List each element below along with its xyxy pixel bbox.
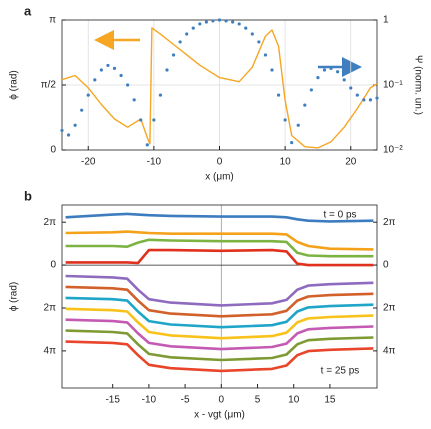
data-line: [65, 230, 374, 251]
data-line: [65, 248, 374, 267]
x-tick-label: 0: [219, 395, 225, 406]
data-point: [158, 93, 163, 97]
data-line: [61, 27, 378, 149]
y-tick-label: π: [49, 15, 56, 26]
x-tick-label: 5: [255, 395, 261, 406]
x-tick-label: -5: [181, 395, 190, 406]
data-point: [224, 19, 228, 23]
data-point: [139, 118, 143, 122]
data-line: [65, 307, 374, 340]
data-point: [336, 70, 340, 74]
y-tick-label: 2π: [44, 217, 57, 228]
plot-frame: [61, 204, 378, 389]
data-point: [73, 123, 77, 127]
data-point: [165, 68, 169, 72]
y2-axis-label: Ψ (norm. un.): [412, 55, 423, 115]
y2-tick-label: 0: [383, 260, 389, 271]
annotation: t = 0 ps: [323, 210, 356, 221]
data-point: [237, 22, 241, 26]
data-point: [270, 68, 274, 72]
x-tick-label: -20: [81, 157, 96, 168]
data-point: [355, 93, 359, 97]
data-line: [65, 340, 374, 373]
x-tick-label: 15: [324, 395, 336, 406]
data-point: [106, 63, 110, 68]
data-point: [86, 93, 90, 97]
data-point: [296, 123, 300, 127]
data-point: [171, 53, 176, 57]
data-line: [65, 212, 374, 223]
data-point: [283, 118, 287, 122]
x-tick-label: 10: [280, 157, 292, 168]
panel-label: a: [24, 3, 32, 18]
data-point: [112, 66, 117, 71]
data-point: [60, 128, 64, 133]
data-point: [119, 73, 123, 78]
data-point: [80, 108, 84, 112]
data-point: [362, 98, 366, 102]
data-point: [231, 20, 235, 24]
y2-tick-label: 2π: [383, 217, 396, 228]
data-point: [211, 19, 215, 23]
data-point: [217, 18, 222, 22]
data-line: [65, 296, 374, 329]
panel-label: b: [24, 188, 32, 203]
data-point: [375, 96, 379, 100]
data-line: [65, 318, 374, 351]
data-point: [99, 68, 103, 72]
data-point: [66, 133, 71, 137]
data-point: [329, 66, 333, 71]
data-point: [126, 83, 130, 87]
x-tick-label: 20: [345, 157, 357, 168]
data-point: [257, 40, 261, 44]
x-tick-label: -10: [142, 395, 157, 406]
data-point: [152, 118, 156, 122]
x-axis-label: x - vgt (μm): [194, 410, 245, 421]
data-point: [145, 143, 149, 147]
data-point: [132, 98, 136, 102]
x-tick-label: -10: [147, 157, 162, 168]
data-point: [290, 140, 294, 145]
y-tick-label: 0: [50, 145, 56, 156]
data-point: [191, 26, 195, 30]
data-line: [65, 274, 374, 307]
data-point: [303, 103, 307, 107]
data-point: [204, 20, 208, 24]
y2-tick-label: 4π: [383, 346, 396, 357]
data-point: [276, 93, 281, 97]
data-point: [368, 98, 373, 102]
y2-tick-label: 2π: [383, 303, 396, 314]
y2-tick-label: 10⁻²: [383, 145, 403, 156]
x-axis-label: x (μm): [205, 172, 234, 183]
data-line: [65, 329, 374, 362]
y-tick-label: 4π: [44, 346, 57, 357]
y2-tick-label: 1: [383, 15, 389, 26]
data-point: [185, 32, 189, 36]
data-point: [316, 75, 320, 80]
data-point: [263, 53, 268, 57]
data-point: [342, 78, 346, 82]
data-line: [65, 238, 374, 258]
y-axis-label: ϕ (rad): [9, 70, 20, 100]
y2-tick-label: 10⁻¹: [383, 80, 403, 91]
data-line: [65, 285, 374, 318]
data-point: [178, 40, 182, 44]
y-tick-label: 0: [50, 260, 56, 271]
data-point: [322, 68, 327, 72]
data-point: [244, 26, 248, 30]
data-point: [250, 32, 254, 36]
y-tick-label: π/2: [41, 80, 57, 91]
data-point: [198, 22, 202, 26]
y-tick-label: 2π: [44, 303, 57, 314]
x-tick-label: 0: [217, 157, 223, 168]
data-point: [349, 86, 353, 90]
annotation: t = 25 ps: [321, 366, 360, 377]
data-point: [93, 78, 97, 82]
data-point: [309, 88, 313, 92]
y-axis-label: ϕ (rad): [9, 282, 20, 312]
x-tick-label: -15: [105, 395, 120, 406]
x-tick-label: 10: [288, 395, 300, 406]
